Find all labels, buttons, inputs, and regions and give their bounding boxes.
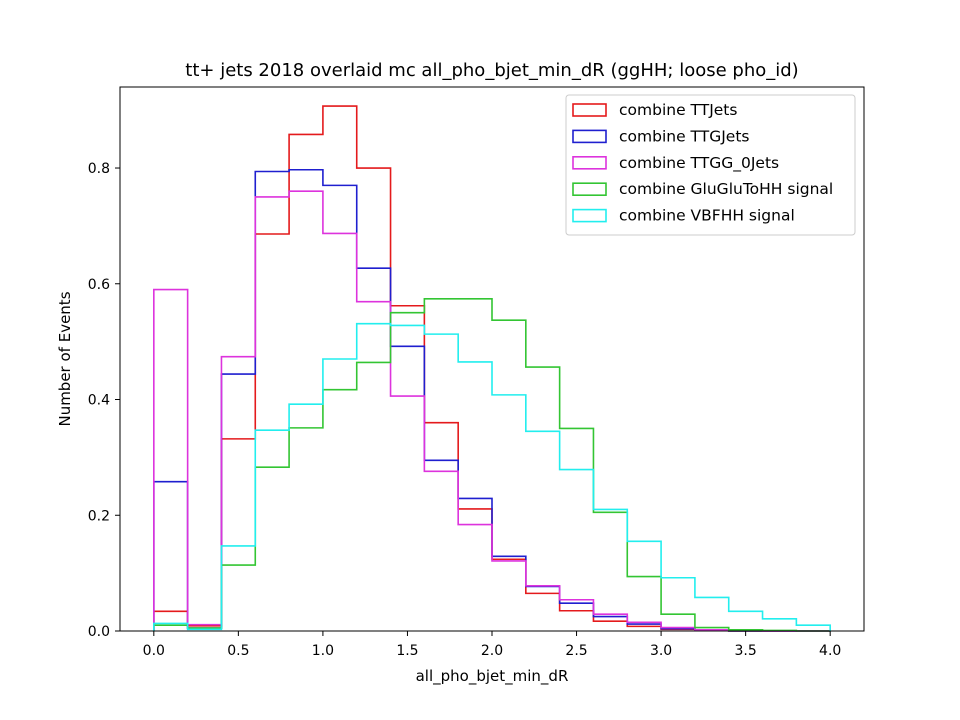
x-tick-label-2: 1.0 xyxy=(312,643,334,659)
legend-box xyxy=(565,94,856,236)
x-tick-label-1: 0.5 xyxy=(227,643,249,659)
y-tick-label-4: 0.8 xyxy=(88,161,110,177)
x-tick-label-8: 4.0 xyxy=(819,643,841,659)
chart-title: tt+ jets 2018 overlaid mc all_pho_bjet_m… xyxy=(185,60,798,81)
y-tick-label-0: 0.0 xyxy=(88,624,110,640)
x-axis-label: all_pho_bjet_min_dR xyxy=(416,667,569,686)
x-tick-label-7: 3.5 xyxy=(735,643,757,659)
legend: combine TTJets combine TTGJets combine TTG… xyxy=(565,94,856,236)
y-tick-label-1: 0.2 xyxy=(88,508,110,524)
legend-label-3: combine GluGluToHH signal xyxy=(619,180,833,198)
y-tick-label-3: 0.6 xyxy=(88,277,110,293)
legend-label-4: combine VBFHH signal xyxy=(619,207,795,225)
x-tick-label-6: 3.0 xyxy=(650,643,672,659)
legend-label-1: combine TTGJets xyxy=(619,127,749,145)
x-tick-label-5: 2.5 xyxy=(565,643,587,659)
legend-label-2: combine TTGG_0Jets xyxy=(619,154,779,173)
x-tick-label-0: 0.0 xyxy=(143,643,165,659)
series-step-4 xyxy=(153,322,831,631)
x-tick-label-3: 1.5 xyxy=(396,643,418,659)
y-axis-label: Number of Events xyxy=(56,291,74,426)
legend-swatch-4 xyxy=(572,208,607,223)
legend-swatch-1 xyxy=(572,129,607,144)
legend-label-0: combine TTJets xyxy=(619,101,737,119)
legend-swatch-3 xyxy=(572,182,607,196)
legend-swatch-0 xyxy=(572,103,607,117)
y-tick-label-2: 0.4 xyxy=(88,393,110,409)
legend-swatch-2 xyxy=(572,156,607,170)
x-tick-label-4: 2.0 xyxy=(481,643,503,659)
series-step-2 xyxy=(153,190,831,632)
plot-area: 0.0 0.5 1.0 1.5 2.0 2.5 3.0 3.5 4.0 0.0 0.2 0.4 0.6 0… xyxy=(88,86,865,659)
